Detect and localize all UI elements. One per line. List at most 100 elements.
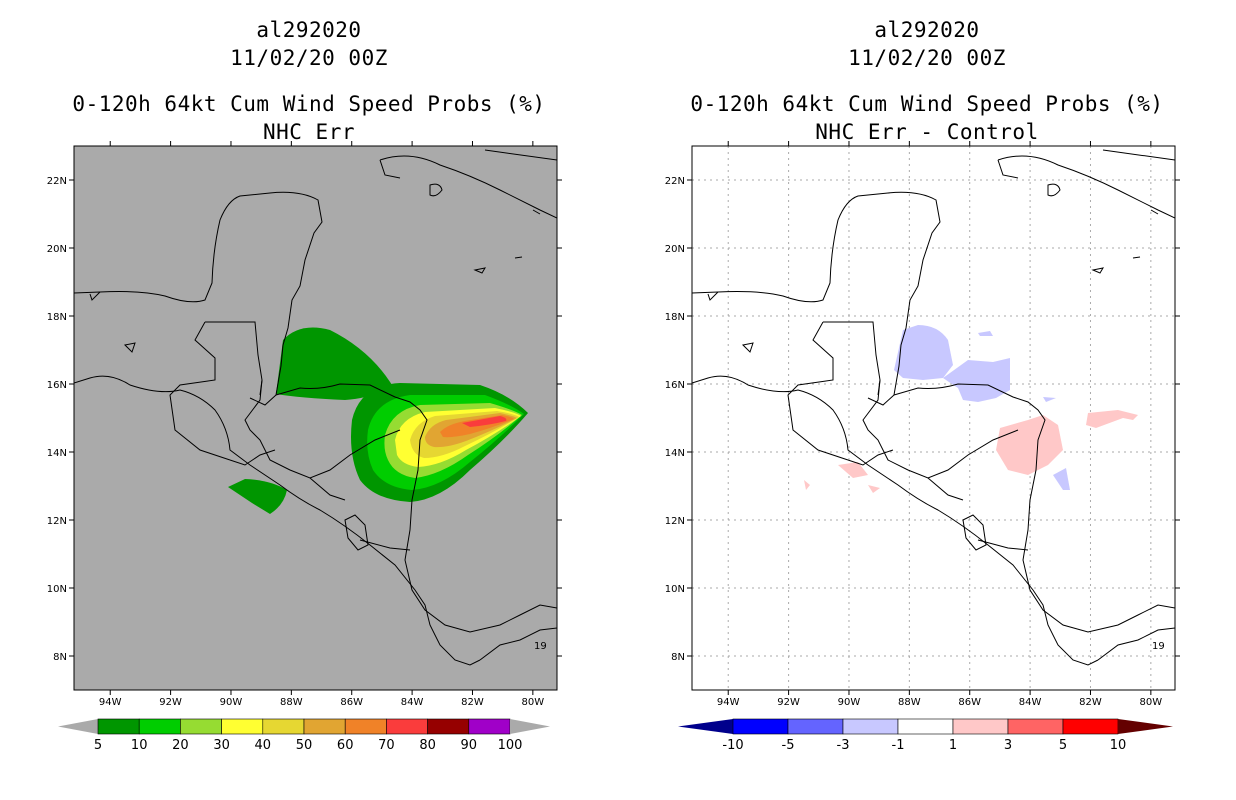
lat-tick-label: 20N bbox=[665, 244, 685, 255]
prob-contour-5-west bbox=[228, 479, 287, 514]
colorbar-extend-high bbox=[1118, 719, 1173, 734]
colorbar-left: 5 10 20 30 40 50 60 70 80 90 100 bbox=[58, 718, 550, 753]
lat-tick-label: 12N bbox=[47, 516, 67, 527]
colorbar-label: 90 bbox=[461, 738, 478, 753]
colorbar-label: 10 bbox=[1110, 738, 1127, 753]
storm-id-title: al292020 bbox=[874, 18, 980, 42]
left-panel: al292020 11/02/20 00Z 0-120h 64kt Cum Wi… bbox=[47, 18, 562, 753]
lon-tick-label: 92W bbox=[777, 697, 800, 708]
colorbar-swatch bbox=[787, 718, 844, 735]
colorbar-swatch bbox=[1062, 718, 1119, 735]
diff-positive-east bbox=[1086, 410, 1138, 428]
lon-tick-label: 80W bbox=[1140, 697, 1163, 708]
lon-tick-label: 84W bbox=[1019, 697, 1042, 708]
colorbar-label: -10 bbox=[722, 738, 743, 753]
map-frame bbox=[73, 145, 558, 691]
colorbar-label: 30 bbox=[213, 738, 230, 753]
prob-contour-70 bbox=[462, 416, 507, 427]
colorbar-swatch bbox=[303, 718, 346, 735]
colorbar-swatch bbox=[842, 718, 899, 735]
colorbar-swatch bbox=[221, 718, 264, 735]
diff-positive-west3 bbox=[868, 485, 880, 493]
colorbar-extend-low bbox=[678, 719, 733, 734]
product-title: 0-120h 64kt Cum Wind Speed Probs (%) bbox=[690, 92, 1164, 116]
lat-tick-label: 8N bbox=[53, 652, 67, 663]
lon-tick-label: 86W bbox=[340, 697, 363, 708]
map-annotation: 19 bbox=[534, 641, 547, 652]
colorbar-label: 5 bbox=[94, 738, 102, 753]
colorbar-label: 1 bbox=[949, 738, 957, 753]
colorbar-label: -5 bbox=[782, 738, 795, 753]
axes-right: 94W 92W 90W 88W 86W 84W 82W 80W 22N 20N 18N 16N 14N 1… bbox=[665, 141, 1180, 708]
lon-tick-label: 82W bbox=[1079, 697, 1102, 708]
lat-tick-label: 12N bbox=[665, 516, 685, 527]
lat-tick-label: 14N bbox=[47, 448, 67, 459]
country-borders bbox=[787, 321, 1029, 551]
diff-positive-main bbox=[996, 415, 1063, 475]
difference-map: 19 94W 92W 90W 88W 86W 84W 82W 80W22N20N18N16N1… bbox=[665, 141, 1180, 753]
colorbar-right: -10 -5 -3 -1 1 3 5 10 bbox=[678, 718, 1173, 753]
lon-tick-label: 88W bbox=[898, 697, 921, 708]
diff-negative-small bbox=[978, 331, 993, 336]
colorbar-label: 80 bbox=[419, 738, 436, 753]
colorbar-swatch bbox=[1007, 718, 1064, 735]
diff-positive-west2 bbox=[804, 480, 810, 490]
colorbar-swatch bbox=[952, 718, 1009, 735]
diff-negative-north bbox=[894, 325, 953, 380]
diff-positive-west bbox=[838, 462, 868, 478]
colorbar-swatch bbox=[262, 718, 305, 735]
colorbar-label: 3 bbox=[1004, 738, 1012, 753]
country-borders bbox=[169, 321, 411, 551]
lat-tick-label: 22N bbox=[665, 176, 685, 187]
colorbar-extend-high bbox=[510, 719, 550, 734]
lat-tick-label: 20N bbox=[47, 244, 67, 255]
colorbar-label: -1 bbox=[892, 738, 905, 753]
diff-negative-south bbox=[1053, 468, 1070, 490]
lat-tick-label: 16N bbox=[665, 380, 685, 391]
right-panel: al292020 11/02/20 00Z 0-120h 64kt Cum Wi… bbox=[618, 0, 1236, 800]
storm-id-title: al292020 bbox=[256, 18, 362, 42]
colorbar-label: -3 bbox=[837, 738, 850, 753]
lat-tick-label: 16N bbox=[47, 380, 67, 391]
colorbar-extend-low bbox=[58, 719, 98, 734]
lat-tick-label: 22N bbox=[47, 176, 67, 187]
map-frame bbox=[691, 145, 1176, 691]
colorbar-label: 50 bbox=[296, 738, 313, 753]
colorbar-label: 5 bbox=[1059, 738, 1067, 753]
colorbar-swatch bbox=[897, 718, 954, 735]
coastlines bbox=[692, 149, 1175, 666]
lon-tick-label: 80W bbox=[522, 697, 545, 708]
colorbar-label: 60 bbox=[337, 738, 354, 753]
map-annotation: 19 bbox=[1152, 641, 1165, 652]
lon-tick-label: 82W bbox=[461, 697, 484, 708]
colorbar-label: 100 bbox=[498, 738, 523, 753]
subtitle: NHC Err bbox=[262, 120, 355, 144]
probability-map: 19 94W 92W 90W 88W 86W 84W 82W 80W 22N 20N 18N 16N 1… bbox=[47, 141, 562, 753]
lat-tick-label: 10N bbox=[665, 584, 685, 595]
lat-tick-label: 8N bbox=[671, 652, 685, 663]
colorbar-swatch bbox=[386, 718, 428, 735]
lat-tick-label: 18N bbox=[47, 312, 67, 323]
axes-left: 94W 92W 90W 88W 86W 84W 82W 80W 22N 20N 18N 16N 14N 1… bbox=[47, 141, 562, 708]
lon-tick-label: 88W bbox=[280, 697, 303, 708]
colorbar-swatch bbox=[468, 718, 511, 735]
lon-tick-label: 92W bbox=[159, 697, 182, 708]
colorbar-label: 40 bbox=[255, 738, 272, 753]
lon-tick-label: 94W bbox=[717, 697, 740, 708]
lon-tick-label: 90W bbox=[220, 697, 243, 708]
colorbar-swatch bbox=[732, 718, 789, 735]
lat-tick-label: 10N bbox=[47, 584, 67, 595]
colorbar-swatch bbox=[180, 718, 222, 735]
subtitle: NHC Err - Control bbox=[815, 120, 1039, 144]
colorbar-label: 20 bbox=[172, 738, 189, 753]
datetime-title: 11/02/20 00Z bbox=[848, 46, 1006, 70]
colorbar-swatch bbox=[97, 718, 140, 735]
colorbar-label: 10 bbox=[131, 738, 148, 753]
coastlines bbox=[74, 149, 557, 666]
prob-contour-5-north bbox=[276, 327, 392, 400]
lat-tick-label: 18N bbox=[665, 312, 685, 323]
colorbar-swatch bbox=[344, 718, 387, 735]
colorbar-swatch bbox=[427, 718, 470, 735]
colorbar-label: 70 bbox=[378, 738, 395, 753]
gridlines bbox=[692, 146, 1175, 690]
